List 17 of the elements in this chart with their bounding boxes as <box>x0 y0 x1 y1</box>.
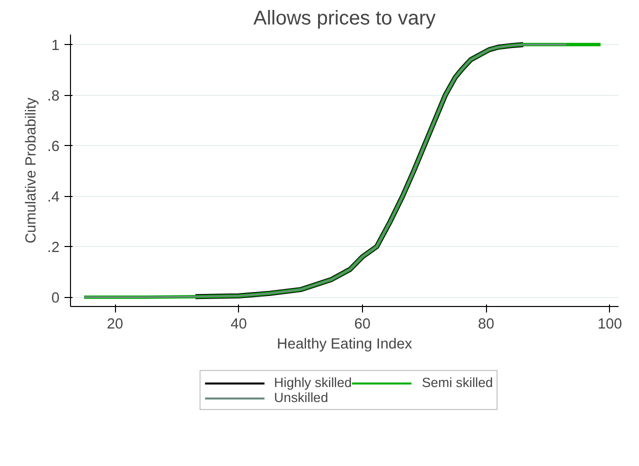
x-tick-label: 80 <box>478 316 494 332</box>
y-axis-title: Cumulative Probability <box>23 96 40 244</box>
x-tick-label: 20 <box>106 316 124 332</box>
y-tick-label: .6 <box>47 139 60 156</box>
legend-label: Highly skilled <box>274 375 352 390</box>
x-tick-label: 40 <box>230 316 247 332</box>
x-axis-title: Healthy Eating Index <box>276 336 413 352</box>
x-tick-label: 100 <box>598 316 622 332</box>
y-tick-label: .8 <box>47 88 60 105</box>
y-tick-label: .4 <box>47 190 60 206</box>
legend-label: Unskilled <box>274 390 328 405</box>
chart-title: Allows prices to vary <box>253 8 436 30</box>
y-tick-label: .2 <box>47 240 60 256</box>
x-tick-label: 60 <box>354 316 371 332</box>
y-tick-label: 0 <box>51 290 60 307</box>
y-tick-label: 1 <box>51 38 60 54</box>
legend-label: Semi skilled <box>422 375 493 390</box>
